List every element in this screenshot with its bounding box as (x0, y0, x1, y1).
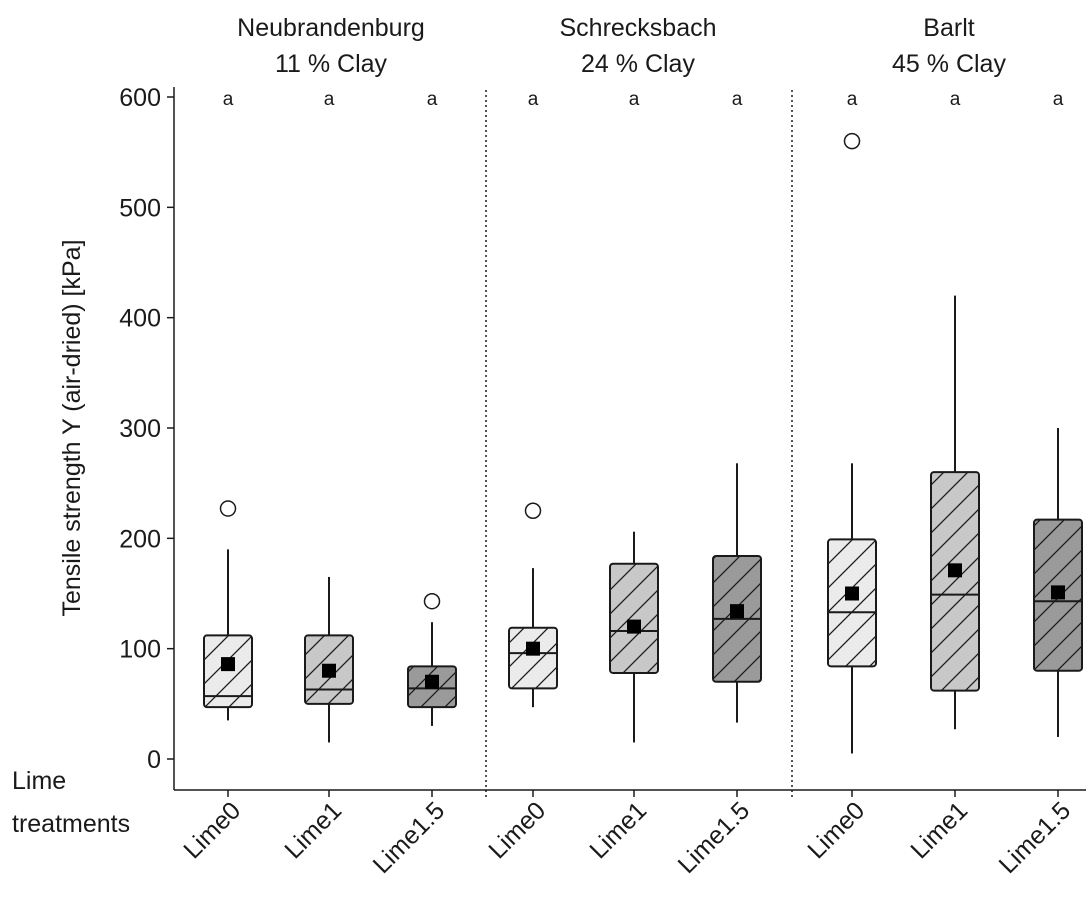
mean-marker (221, 657, 235, 672)
corner-label-line2: treatments (12, 810, 130, 838)
panel-title-site: Neubrandenburg (237, 14, 425, 42)
box-body (609, 562, 659, 674)
box-neubrandenburg-lime1: a Lime1 (279, 89, 354, 864)
y-tick-label: 600 (119, 84, 161, 112)
mean-marker (1051, 585, 1065, 600)
y-tick-label: 100 (119, 636, 161, 664)
y-tick-label: 500 (119, 194, 161, 222)
box-neubrandenburg-lime1-5: a Lime1.5 (368, 89, 457, 879)
significance-letter: a (324, 89, 335, 110)
outlier-point (219, 500, 237, 517)
x-tick-label: Lime0 (483, 796, 551, 864)
significance-letter: a (528, 89, 539, 110)
outlier-point (843, 132, 861, 150)
box-schrecksbach-lime1: a Lime1 (584, 89, 659, 864)
x-tick-label: Lime0 (178, 796, 246, 864)
panel-title-clay: 24 % Clay (581, 50, 695, 78)
box-barlt-lime0: a Lime0 (802, 89, 877, 864)
mean-marker (425, 674, 439, 689)
y-tick-label: 0 (147, 746, 161, 774)
x-tick-label: Lime1 (279, 796, 347, 864)
mean-marker (948, 563, 962, 578)
box-body (930, 471, 980, 692)
panel-title-site: Schrecksbach (559, 14, 716, 42)
mean-marker (322, 663, 336, 678)
outlier-point (423, 592, 441, 610)
outlier-point (524, 502, 542, 519)
significance-letter: a (223, 89, 234, 110)
x-tick-label: Lime1.5 (673, 796, 756, 879)
box-neubrandenburg-lime0: a Lime0 (178, 89, 253, 864)
box-body (508, 626, 558, 690)
significance-letter: a (732, 89, 743, 110)
y-tick-label: 400 (119, 305, 161, 333)
y-tick-label: 300 (119, 415, 161, 443)
x-tick-label: Lime1.5 (368, 796, 451, 879)
panel-title-clay: 11 % Clay (275, 50, 388, 78)
mean-marker (730, 604, 744, 619)
significance-letter: a (427, 89, 438, 110)
box-barlt-lime1: a Lime1 (905, 89, 980, 864)
y-axis-label: Tensile strength Y (air-dried) [kPa] (58, 239, 86, 616)
y-tick-label: 200 (119, 525, 161, 553)
x-tick-label: Lime1 (905, 796, 973, 864)
box-body (827, 538, 877, 668)
panel-title-clay: 45 % Clay (892, 50, 1006, 78)
box-barlt-lime1-5: a Lime1.5 (994, 89, 1083, 879)
box-schrecksbach-lime0: a Lime0 (483, 89, 558, 864)
box-schrecksbach-lime1-5: a Lime1.5 (673, 89, 762, 879)
significance-letter: a (847, 89, 858, 110)
mean-marker (627, 619, 641, 634)
x-tick-label: Lime1 (584, 796, 652, 864)
mean-marker (526, 641, 540, 656)
x-tick-label: Lime1.5 (994, 796, 1077, 879)
panel-title-site: Barlt (923, 14, 974, 42)
corner-label-line1: Lime (12, 767, 66, 795)
mean-marker (845, 586, 859, 601)
significance-letter: a (1053, 89, 1064, 110)
significance-letter: a (629, 89, 640, 110)
significance-letter: a (950, 89, 961, 110)
x-tick-label: Lime0 (802, 796, 870, 864)
box-body (203, 634, 253, 709)
